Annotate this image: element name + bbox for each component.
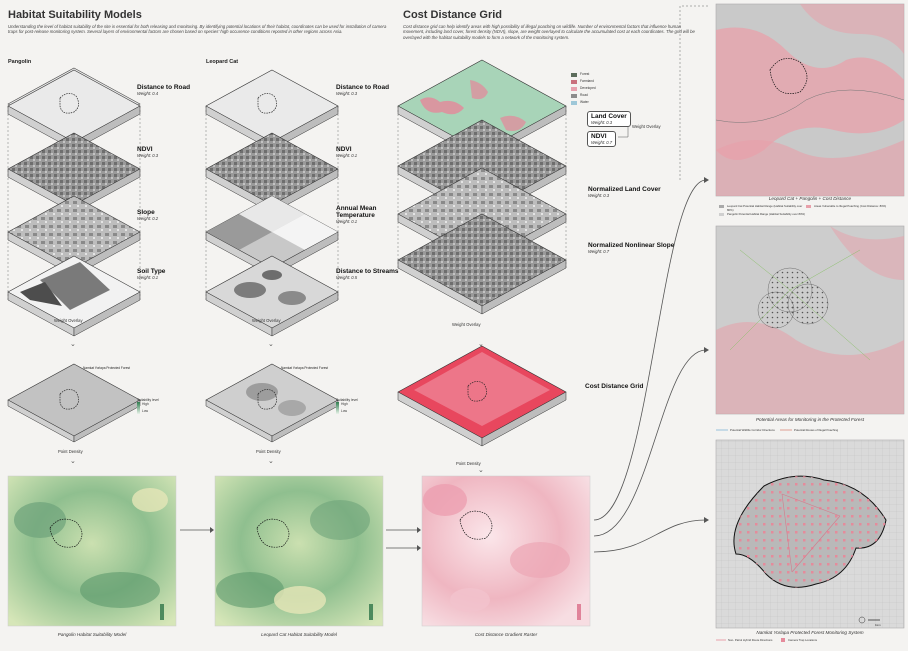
chevron-down-icon: ⌄ bbox=[70, 341, 76, 348]
cost-l2-title: NDVI bbox=[591, 133, 607, 140]
legend-low: Low bbox=[142, 409, 149, 413]
pangolin-l2-weight: Weight: 0.3 bbox=[137, 153, 159, 158]
pangolin-label-4: Soil Type Weight: 0.1 bbox=[137, 268, 165, 280]
legend-title: Suitability level bbox=[137, 398, 159, 402]
cost-label-1: Land Cover Weight: 0.3 bbox=[587, 111, 631, 127]
cost-l4-title: Normalized Nonlinear Slope bbox=[588, 242, 675, 249]
pangolin-label-3: Slope Weight: 0.2 bbox=[137, 209, 158, 221]
leopard-point-density: Point Density bbox=[256, 449, 281, 454]
cost-l1-title: Land Cover bbox=[591, 113, 627, 120]
hsm-title: Habitat Suitability Models bbox=[8, 9, 142, 21]
pangolin-l4-title: Soil Type bbox=[137, 268, 166, 275]
r3-legend-2: Camera Trap Locations bbox=[788, 638, 818, 642]
leopard-label-2: NDVI Weight: 0.1 bbox=[336, 146, 357, 158]
bottom-rasters bbox=[7, 5, 709, 627]
leopard-l4-title: Distance to Streams bbox=[336, 268, 399, 275]
pangolin-label-2: NDVI Weight: 0.3 bbox=[137, 146, 158, 158]
leopard-heading: Leopard Cat bbox=[206, 59, 239, 65]
legend-developed: Developed bbox=[580, 86, 596, 90]
cost-l1-weight: Weight: 0.3 bbox=[591, 120, 613, 125]
r2-legend-1: Potential Wildlife Corridor Directions bbox=[730, 428, 775, 432]
hsm-intro: Understanding the level of habitat suita… bbox=[8, 24, 387, 35]
r1-legend-1: Leopard Cat Potential Habitat Range (Hab… bbox=[727, 204, 803, 212]
landcover-legend: Forest Farmland Developed Road Water bbox=[580, 72, 596, 107]
cost-l3-weight: Weight: 0.3 bbox=[588, 193, 610, 198]
leopard-l3-title: Annual Mean Temperature bbox=[336, 205, 377, 219]
right-panel-3 bbox=[715, 439, 905, 642]
right-panel-2 bbox=[715, 225, 905, 431]
cost-label-3: Normalized Land Cover Weight: 0.3 bbox=[588, 186, 661, 198]
weight-overlay-side-label: Weight Overlay bbox=[632, 124, 661, 129]
legend-road: Road bbox=[580, 93, 588, 97]
legend-ramp bbox=[336, 402, 339, 414]
cost-grid-title: Cost Distance Grid bbox=[585, 383, 644, 390]
cost-l3-title: Normalized Land Cover bbox=[588, 186, 661, 193]
right3-caption: Namkat Yorlapa Protected Forest Monitori… bbox=[756, 630, 864, 635]
pangolin-point-density: Point Density bbox=[58, 449, 83, 454]
pangolin-l1-weight: Weight: 0.4 bbox=[137, 91, 159, 96]
leopard-suitability-legend: Suitability level High Low bbox=[336, 398, 358, 414]
pangolin-l3-title: Slope bbox=[137, 209, 155, 216]
legend-low: Low bbox=[341, 409, 348, 413]
pangolin-heading: Pangolin bbox=[8, 59, 32, 65]
pangolin-nyaipa-label: Namkat Yorlapa Protected Forest bbox=[83, 366, 130, 370]
legend-forest: Forest bbox=[580, 72, 590, 76]
cost-label-2: NDVI Weight: 0.7 bbox=[587, 131, 617, 147]
pangolin-model-caption: Pangolin Habitat Suitability Model bbox=[57, 632, 127, 637]
legend-water: Water bbox=[580, 100, 589, 104]
leopard-model-caption: Leopard Cat Habitat Suitability Model bbox=[261, 632, 337, 637]
pangolin-label-1: Distance to Road Weight: 0.4 bbox=[137, 84, 190, 96]
leopard-l2-title: NDVI bbox=[336, 146, 352, 153]
r3-legend-1: Non- Patrol Hybrid Route Directions bbox=[728, 638, 773, 642]
chevron-down-icon: ⌄ bbox=[478, 467, 484, 474]
cost-l2-weight: Weight: 0.7 bbox=[591, 140, 613, 145]
pangolin-l2-title: NDVI bbox=[137, 146, 153, 153]
r1-legend-3: Areas Vulnerable to Illegal Poaching (Co… bbox=[814, 204, 887, 208]
r2-legend-2: Potential Routes of Illegal Poaching bbox=[794, 428, 839, 432]
leopard-nyaipa-label: Namkat Yorlapa Protected Forest bbox=[281, 366, 328, 370]
leopard-l1-title: Distance to Road bbox=[336, 84, 390, 91]
cdg-title: Cost Distance Grid bbox=[403, 9, 503, 21]
legend-farmland: Farmland bbox=[580, 79, 594, 83]
r1-legend-2: Pangolin Potential Habitat Range (Habita… bbox=[727, 212, 806, 216]
leopard-label-1: Distance to Road Weight: 0.3 bbox=[336, 84, 389, 96]
cost-label-4: Normalized Nonlinear Slope Weight: 0.7 bbox=[588, 242, 674, 254]
chevron-down-icon: ⌄ bbox=[478, 341, 484, 348]
cost-l4-weight: Weight: 0.7 bbox=[588, 249, 610, 254]
cost-weight-overlay: Weight Overlay bbox=[452, 322, 481, 327]
legend-high: High bbox=[341, 402, 348, 406]
leopard-l3-weight: Weight: 0.1 bbox=[336, 219, 358, 224]
leopard-l1-weight: Weight: 0.3 bbox=[336, 91, 358, 96]
right2-caption: Potential Areas for Monitoring in the Pr… bbox=[755, 417, 865, 422]
legend-ramp bbox=[137, 402, 140, 414]
leopard-layer-stack bbox=[205, 69, 339, 337]
chevron-down-icon: ⌄ bbox=[268, 341, 274, 348]
right1-caption: Leopard Cat + Pangolin + Cost Distance bbox=[768, 196, 852, 201]
cost-point-density: Point Density bbox=[456, 461, 481, 466]
cost-layer-stack bbox=[397, 59, 629, 315]
overlay-results bbox=[7, 345, 567, 447]
cost-raster-caption: Cost Distance Gradient Raster bbox=[474, 632, 538, 637]
leopard-l2-weight: Weight: 0.1 bbox=[336, 153, 358, 158]
pangolin-l3-weight: Weight: 0.2 bbox=[137, 216, 159, 221]
leopard-weight-overlay: Weight Overlay bbox=[252, 318, 281, 323]
leopard-l4-weight: Weight: 0.5 bbox=[336, 275, 358, 280]
chevron-down-icon: ⌄ bbox=[70, 458, 76, 465]
chevron-down-icon: ⌄ bbox=[268, 458, 274, 465]
leopard-label-3: Annual Mean Temperature Weight: 0.1 bbox=[336, 205, 398, 224]
scale-label: 1km bbox=[875, 623, 881, 627]
pangolin-suitability-legend: Suitability level High Low bbox=[137, 398, 159, 414]
pangolin-l1-title: Distance to Road bbox=[137, 84, 191, 91]
pangolin-weight-overlay: Weight Overlay bbox=[54, 318, 83, 323]
pangolin-l4-weight: Weight: 0.1 bbox=[137, 275, 159, 280]
cdg-intro: Cost distance grid can help identify are… bbox=[403, 24, 695, 40]
legend-title: Suitability level bbox=[336, 398, 358, 402]
legend-high: High bbox=[142, 402, 149, 406]
right-panel-1 bbox=[715, 3, 905, 216]
leopard-label-4: Distance to Streams Weight: 0.5 bbox=[336, 268, 399, 280]
